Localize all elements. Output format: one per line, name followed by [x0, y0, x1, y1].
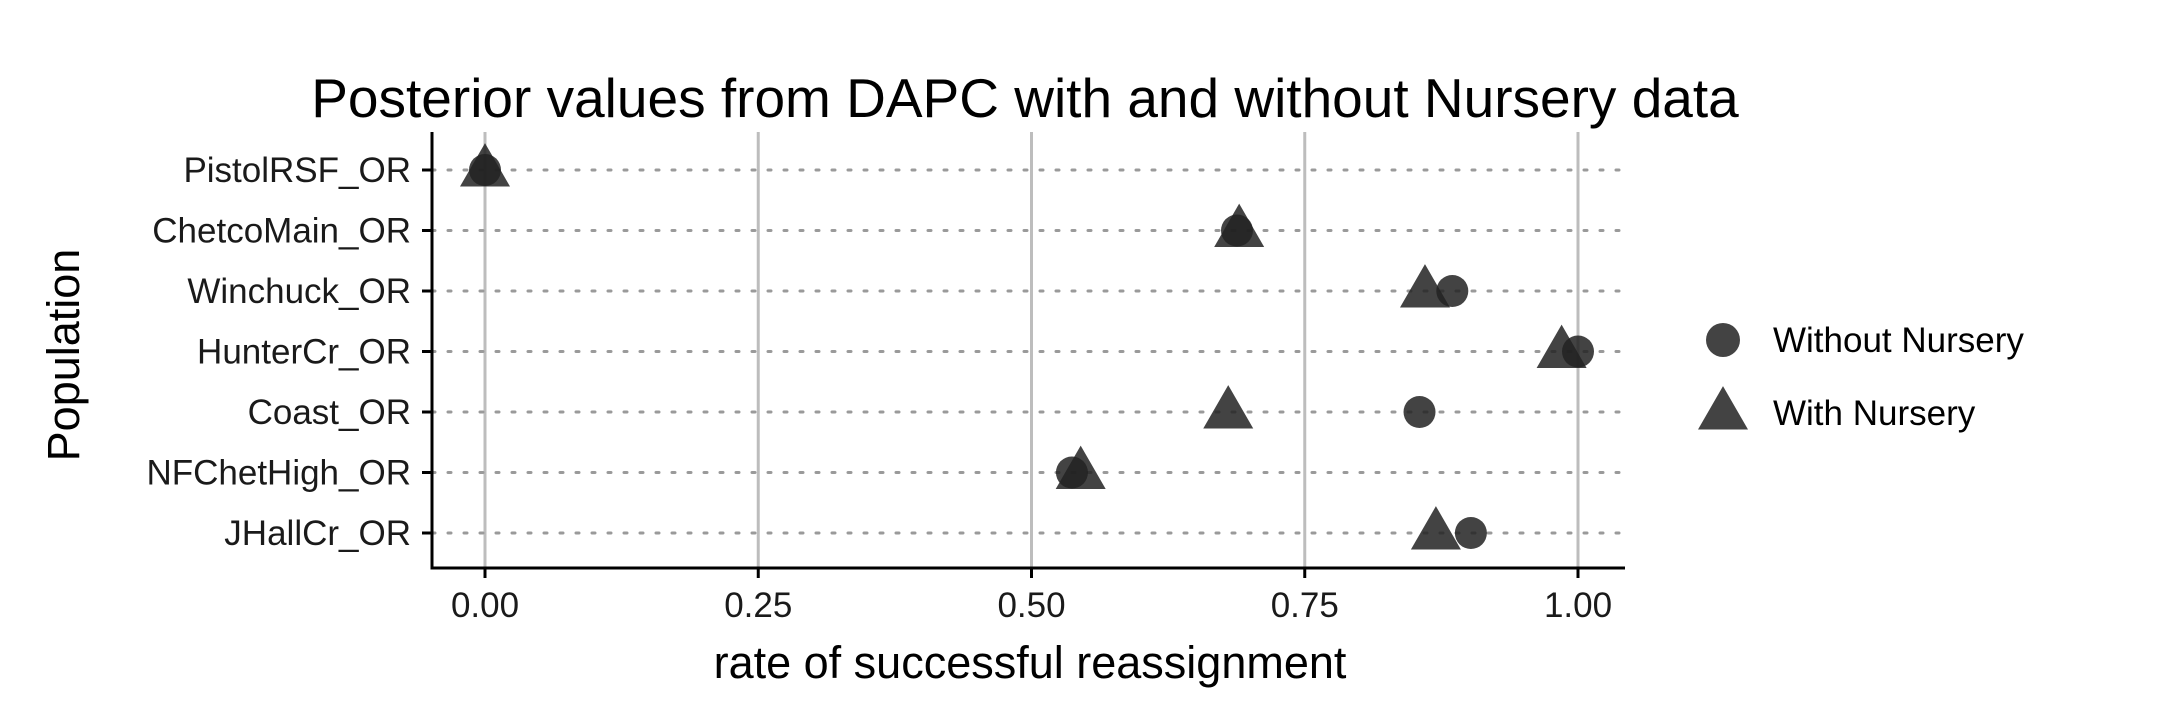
x-tick-label-1: 0.25	[724, 586, 792, 625]
legend-label-circle: Without Nursery	[1773, 321, 2024, 360]
legend-circle-marker	[1706, 323, 1740, 357]
legend-triangle-marker	[1698, 386, 1748, 430]
point-triangle-jhallcr_or	[1410, 506, 1461, 550]
x-axis-title: rate of successful reassignment	[714, 637, 1347, 688]
data-points	[460, 143, 1594, 550]
x-tick-label-0: 0.00	[451, 586, 519, 625]
chart-title: Posterior values from DAPC with and with…	[311, 67, 1739, 129]
grid	[430, 132, 1627, 568]
y-tick-label-2: Winchuck_OR	[187, 272, 411, 311]
y-tick-label-0: PistolRSF_OR	[183, 151, 411, 190]
point-circle-nfchethigh_or	[1055, 456, 1088, 489]
x-tick-label-4: 1.00	[1544, 586, 1612, 625]
y-tick-label-6: JHallCr_OR	[224, 514, 411, 553]
y-axis-title: Population	[38, 249, 89, 462]
y-tick-label-4: Coast_OR	[248, 393, 411, 432]
y-tick-label-3: HunterCr_OR	[197, 333, 411, 372]
x-tick-label-2: 0.50	[997, 586, 1065, 625]
point-circle-jhallcr_or	[1454, 517, 1487, 549]
legend-item-triangle: With Nursery	[1698, 386, 1976, 433]
point-circle-huntercr_or	[1562, 335, 1594, 368]
y-tick-label-5: NFChetHigh_OR	[146, 454, 411, 493]
point-circle-winchuck_or	[1436, 275, 1469, 307]
axes: 0.00 0.25 0.50 0.75 1.00 PistolRSF_OR ChetcoMa…	[146, 132, 1625, 625]
point-circle-chetcomain_or	[1220, 214, 1253, 247]
legend: Without Nursery With Nursery	[1698, 321, 2024, 433]
point-circle-coast_or	[1403, 396, 1436, 428]
point-circle-pistolrsf_or	[469, 154, 501, 186]
x-tick-label-3: 0.75	[1271, 586, 1339, 625]
point-triangle-coast_or	[1203, 385, 1254, 429]
legend-label-triangle: With Nursery	[1773, 394, 1976, 433]
y-tick-label-1: ChetcoMain_OR	[152, 212, 411, 251]
legend-item-circle: Without Nursery	[1706, 321, 2024, 360]
